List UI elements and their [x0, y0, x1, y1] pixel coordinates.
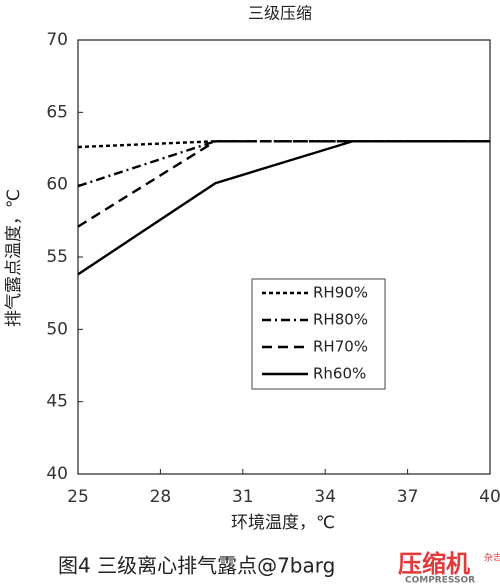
- y-tick-label: 55: [46, 247, 68, 267]
- y-tick-label: 60: [46, 175, 68, 195]
- legend-label: RH80%: [313, 311, 368, 329]
- legend-label: RH90%: [313, 284, 368, 302]
- series-line: [77, 140, 490, 228]
- y-tick-label: 65: [46, 102, 68, 122]
- x-tick-label: 40: [479, 487, 500, 507]
- watermark: 杂志: [484, 552, 500, 564]
- x-tick-label: 31: [232, 487, 254, 507]
- chart-title: 三级压缩: [248, 4, 312, 23]
- y-axis-label: 排气露点温度，℃: [4, 189, 24, 327]
- caption: 图4 三级离心排气露点@7barg: [58, 554, 335, 578]
- legend-label: Rh60%: [313, 365, 366, 383]
- x-tick-label: 28: [150, 487, 172, 507]
- watermark: COMPRESSOR: [405, 576, 475, 586]
- y-tick-label: 40: [46, 464, 68, 484]
- series-line: [77, 140, 490, 276]
- y-tick-label: 70: [46, 30, 68, 50]
- x-axis-label: 环境温度，℃: [231, 513, 335, 533]
- y-tick-label: 50: [46, 319, 68, 339]
- x-tick-label: 25: [67, 487, 89, 507]
- x-tick-label: 37: [397, 487, 419, 507]
- watermark: 压缩机: [398, 550, 470, 578]
- series-line: [77, 140, 490, 188]
- legend-box: [251, 278, 386, 390]
- y-tick-label: 45: [46, 392, 68, 412]
- plot-frame: [77, 39, 491, 475]
- legend-label: RH70%: [313, 338, 368, 356]
- x-tick-label: 34: [314, 487, 336, 507]
